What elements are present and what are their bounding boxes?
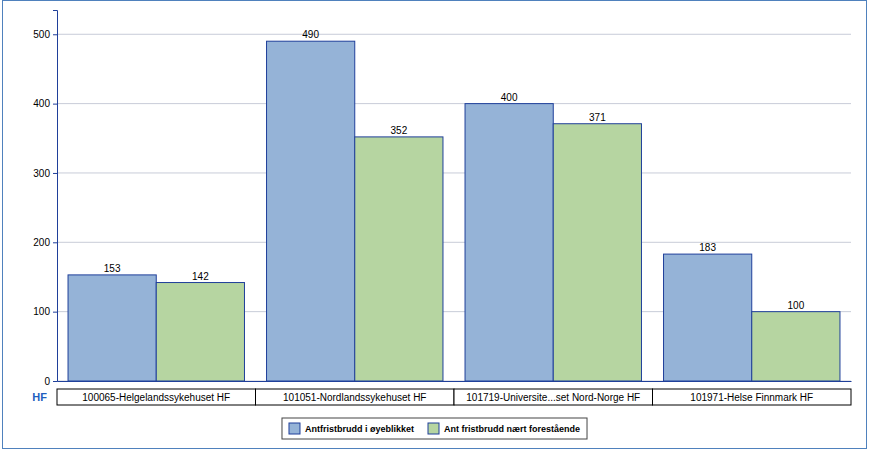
legend-label: Ant fristbrudd nært forestående: [444, 424, 580, 434]
grid-line: [57, 172, 851, 173]
y-tick: 300: [33, 168, 57, 179]
x-tick: 101719-Universite...set Nord-Norge HF: [466, 381, 640, 403]
bar: [664, 254, 752, 381]
grid-line: [57, 103, 851, 104]
data-label: 352: [391, 125, 408, 136]
y-tick-mark: [53, 34, 57, 35]
bar: [156, 283, 244, 381]
y-tick-label: 400: [33, 98, 50, 109]
data-label: 183: [699, 242, 716, 253]
y-tick: 100: [33, 306, 57, 317]
bar: [355, 137, 443, 381]
bar: [267, 41, 355, 381]
data-label: 142: [192, 271, 209, 282]
bar: [465, 104, 553, 381]
data-label: 371: [589, 112, 606, 123]
data-label: 400: [501, 92, 518, 103]
grid-line: [57, 242, 851, 243]
plot: 153 490 400 183 142 352 371 100 0 100 200 300 400 500…: [33, 11, 851, 406]
data-label: 490: [302, 29, 319, 40]
legend-item: Ant fristbrudd nært forestående: [428, 423, 580, 434]
category-cell: [653, 389, 852, 405]
y-tick-mark: [53, 242, 57, 243]
category-cell: [57, 389, 256, 405]
y-tick: 500: [33, 29, 57, 40]
chart-frame: [3, 1, 867, 449]
legend-item: Antfristbrudd i øyeblikket: [289, 423, 414, 434]
x-axis: 100065-Helgelandssykehuset HF 101051-Nord…: [58, 381, 852, 403]
bar: [752, 312, 840, 381]
bar: [68, 275, 156, 381]
legend-swatch: [289, 423, 300, 434]
x-tick-label: 101971-Helse Finnmark HF: [690, 392, 813, 403]
chart: 153 490 400 183 142 352 371 100 0 100 200 300 400 500…: [0, 0, 869, 452]
legend-label: Antfristbrudd i øyeblikket: [305, 424, 414, 434]
legend-frame: [282, 418, 587, 439]
bars: [68, 41, 840, 381]
x-tick: 101971-Helse Finnmark HF: [690, 381, 813, 403]
category-cell: [256, 389, 455, 405]
y-tick-mark: [53, 312, 57, 313]
y-tick-mark: [53, 104, 57, 105]
category-cells: [57, 389, 851, 405]
bar: [553, 124, 641, 381]
x-tick-label: 101051-Nordlandssykehuset HF: [283, 392, 426, 403]
y-tick-mark: [53, 381, 57, 382]
data-label: 153: [104, 263, 121, 274]
x-axis-line: [58, 381, 852, 382]
category-cell: [454, 389, 653, 405]
grid: [57, 34, 851, 381]
legend-swatch: [428, 423, 439, 434]
y-tick-mark: [53, 173, 57, 174]
x-tick: 101051-Nordlandssykehuset HF: [283, 381, 426, 403]
y-tick: 200: [33, 237, 57, 248]
x-axis-title: HF: [32, 391, 47, 403]
x-tick-label: 100065-Helgelandssykehuset HF: [82, 392, 230, 403]
y-tick-label: 0: [44, 376, 50, 387]
y-tick-label: 200: [33, 237, 50, 248]
y-tick: 0: [44, 376, 57, 387]
y-axis-line: [53, 11, 58, 382]
y-tick-label: 100: [33, 306, 50, 317]
grid-line: [57, 34, 851, 35]
data-labels: 153 490 400 183 142 352 371 100: [104, 29, 805, 310]
y-tick-label: 500: [33, 29, 50, 40]
x-tick-label: 101719-Universite...set Nord-Norge HF: [466, 392, 640, 403]
y-tick-label: 300: [33, 168, 50, 179]
y-tick: 400: [33, 98, 57, 109]
data-label: 100: [788, 300, 805, 311]
y-axis: 0 100 200 300 400 500: [33, 11, 57, 387]
legend: Antfristbrudd i øyeblikket Ant fristbrudd…: [282, 418, 587, 439]
x-tick: 100065-Helgelandssykehuset HF: [82, 381, 230, 403]
